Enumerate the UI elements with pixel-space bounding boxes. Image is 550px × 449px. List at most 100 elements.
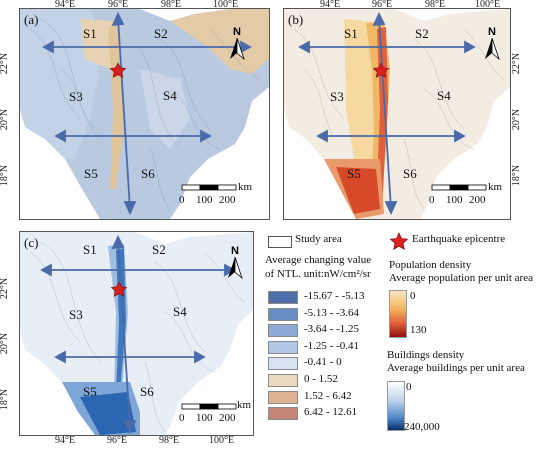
ntl-class-swatch <box>268 324 298 338</box>
ntl-class-swatch <box>268 374 298 387</box>
epicentre-star <box>372 62 390 78</box>
sector-label: S2 <box>152 242 166 257</box>
lon-tick-label: 100°E <box>209 435 235 446</box>
north-arrow-icon <box>230 37 245 61</box>
panel-label-b: (b) <box>288 12 304 27</box>
sector-label: S5 <box>83 384 97 399</box>
sector-label: S3 <box>330 89 344 104</box>
sector-label: S4 <box>173 304 187 319</box>
north-arrow: N <box>227 26 247 65</box>
ntl-map-a <box>20 9 269 219</box>
sector-label: S5 <box>347 166 361 181</box>
epicentre-star-icon <box>389 232 409 251</box>
ntl-class-label: -0.41 - 0 <box>304 356 342 369</box>
scalebar-c <box>181 403 237 410</box>
ntl-class-label: -5.13 - -3.64 <box>304 306 359 319</box>
buildings-map-c <box>20 232 253 435</box>
scalebar-tick: 0 <box>179 194 185 206</box>
ntl-class-label: -1.25 - -0.41 <box>304 339 359 352</box>
lat-tick-label: 20°N <box>0 108 11 131</box>
population-map-b <box>284 9 510 219</box>
lon-tick-label: 96°E <box>372 0 393 10</box>
north-arrow: N <box>482 26 502 65</box>
lat-tick-label: 22°N <box>0 52 11 75</box>
lon-tick-label: 98°E <box>161 0 182 10</box>
lon-tick-label: 94°E <box>55 0 76 10</box>
sector-label: S4 <box>437 88 451 103</box>
ntl-class-swatch <box>268 357 298 371</box>
sector-label: S3 <box>69 89 83 104</box>
sector-label: S1 <box>344 26 358 41</box>
sector-label: S4 <box>163 88 177 103</box>
lat-tick-label: 18°N <box>0 164 11 187</box>
lat-tick-label: 18°N <box>0 388 11 411</box>
ntl-class-label: 0 - 1.52 <box>304 373 338 385</box>
scalebar-tick: 200 <box>219 412 236 424</box>
scalebar-tick: 200 <box>469 194 486 206</box>
north-letter: N <box>488 26 496 38</box>
sector-label: S2 <box>154 26 168 41</box>
buildings-subtitle: Average buildings per unit area <box>387 362 525 374</box>
ntl-class-label: -3.64 - -1.25 <box>304 323 359 336</box>
sector-label: S5 <box>84 166 98 181</box>
epicentre-label: Earthquake epicentre <box>412 233 506 245</box>
lat-tick-label: 18°N <box>511 164 523 187</box>
lat-tick-label: 20°N <box>0 332 11 355</box>
buildings-title: Buildings density <box>387 349 465 361</box>
population-color-ramp <box>389 290 407 338</box>
lon-tick-label: 96°E <box>107 435 128 446</box>
epicentre-star <box>109 62 127 78</box>
lat-tick-label: 22°N <box>0 277 11 300</box>
scalebar-tick: 100 <box>446 194 463 206</box>
lon-tick-label: 98°E <box>425 0 446 10</box>
sector-label: S6 <box>140 384 154 399</box>
scalebar-a <box>181 184 237 191</box>
lon-tick-label: 100°E <box>475 0 501 10</box>
ntl-legend-unit: of NTL. unit:nW/cm²/sr <box>265 268 371 280</box>
ntl-class-swatch <box>268 340 298 354</box>
north-letter: N <box>231 245 239 257</box>
ntl-class-swatch <box>268 390 298 404</box>
north-letter: N <box>233 26 241 38</box>
panel-label-a: (a) <box>24 12 39 27</box>
north-arrow: N <box>225 245 245 284</box>
map-panel-a: (a) S1 S2 S3 S4 S5 S6 N km 0 100 200 <box>19 8 270 220</box>
population-min: 0 <box>410 290 416 302</box>
ntl-class-swatch <box>268 307 298 321</box>
scalebar-unit: km <box>238 181 253 193</box>
ntl-class-label: 1.52 - 6.42 <box>304 389 352 402</box>
population-max: 130 <box>410 324 427 336</box>
sector-label: S6 <box>403 166 417 181</box>
lat-tick-label: 22°N <box>511 52 523 75</box>
ntl-legend-title: Average changing value <box>265 254 372 266</box>
scalebar-tick: 200 <box>219 194 236 206</box>
north-arrow-icon <box>228 256 243 280</box>
study-area-label: Study area <box>295 233 342 245</box>
lon-tick-label: 98°E <box>159 435 180 446</box>
map-panel-b: (b) S1 S2 S3 S4 S5 S6 N km 0 100 200 <box>283 8 511 220</box>
lon-tick-label: 96°E <box>108 0 129 10</box>
ntl-class-label: -15.67 - -5.13 <box>304 290 365 302</box>
buildings-color-ramp <box>387 381 405 431</box>
sector-label: S1 <box>83 26 97 41</box>
scalebar-b <box>431 184 487 191</box>
map-panel-c: (c) S1 S2 S3 S4 S5 S6 N km 0 100 200 <box>19 231 254 436</box>
scalebar-tick: 100 <box>196 194 213 206</box>
lon-tick-label: 94°E <box>55 435 76 446</box>
population-title: Population density <box>389 259 472 271</box>
buildings-max: 240,000 <box>404 421 440 433</box>
sector-label: S6 <box>141 166 155 181</box>
lon-tick-label: 100°E <box>213 0 239 10</box>
ntl-class-swatch <box>268 291 298 304</box>
lat-tick-label: 20°N <box>511 108 523 131</box>
ntl-class-swatch <box>268 407 298 421</box>
lon-tick-label: 94°E <box>320 0 341 10</box>
population-subtitle: Average population per unit area <box>389 272 533 284</box>
scalebar-unit: km <box>237 399 252 411</box>
epicentre-star <box>110 281 128 297</box>
sector-label: S1 <box>83 242 97 257</box>
scalebar-tick: 100 <box>196 412 213 424</box>
sector-label: S3 <box>69 307 83 322</box>
ntl-class-label: 6.42 - 12.61 <box>304 406 358 419</box>
study-area-swatch <box>268 236 292 248</box>
